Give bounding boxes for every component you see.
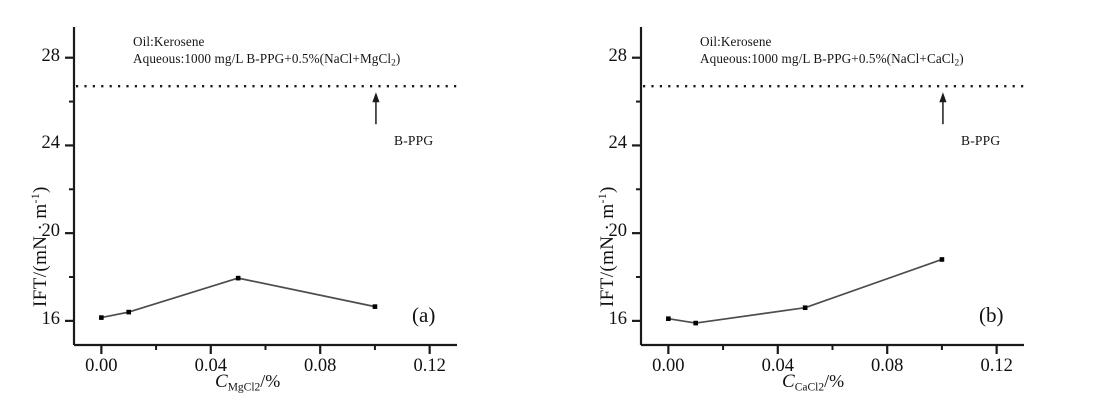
x-tick-label: 0.04 [194, 356, 227, 376]
reference-line-label-b: B-PPG [961, 133, 1001, 148]
data-point-marker [939, 257, 945, 262]
y-axis-label-main-b: IFT/(mN · m [597, 203, 619, 307]
data-point-marker [693, 320, 699, 326]
x-axis-label-sub-b: CaCl2 [794, 381, 825, 394]
data-point-marker [666, 316, 671, 321]
plot-svg-b [632, 27, 1025, 354]
y-tick-label: 24 [608, 133, 628, 154]
panel-tag-a: (a) [412, 303, 436, 327]
annotation-block-b: Oil:Kerosene Aqueous:1000 mg/L B-PPG+0.5… [700, 33, 964, 73]
annotation-line-2-sub-b: 2 [954, 58, 960, 69]
series-line-b [668, 258, 943, 324]
series-line-a [101, 277, 376, 319]
x-tick-label: 0.12 [413, 356, 446, 376]
y-axis-label-b: IFT/(mN · m-1) [597, 186, 619, 307]
chart-panel-a: Oil:Kerosene Aqueous:1000 mg/L B-PPG+0.5… [0, 0, 558, 412]
y-tick-label: 16 [41, 308, 61, 329]
annotation-line-2-sub-a: 2 [391, 58, 396, 69]
x-axis-label-symbol-b: C [782, 371, 795, 392]
x-axis-label-unit-b: /% [824, 371, 845, 391]
reference-arrow-icon-b [939, 92, 947, 125]
data-point-marker [99, 315, 104, 320]
x-axis-label-b: CCaCl2/% [782, 371, 844, 393]
x-axis-ticks-b [667, 345, 998, 354]
series-markers-a [99, 275, 378, 320]
x-tick-label: 0.00 [652, 356, 685, 376]
data-point-marker [235, 275, 241, 281]
annotation-line-2-b: Aqueous:1000 mg/L B-PPG+0.5%(NaCl+CaCl2) [700, 50, 964, 73]
annotation-line-2-post-a: ) [395, 51, 401, 66]
x-tick-label: 0.08 [871, 356, 904, 376]
series-markers-b [666, 257, 945, 326]
axis-spines-a [72, 27, 457, 347]
y-axis-label-main-a: IFT/(mN · m [30, 203, 52, 307]
x-axis-label-unit-a: /% [260, 371, 281, 391]
x-axis-ticks-a [100, 345, 431, 354]
y-tick-label: 16 [608, 308, 628, 329]
annotation-line-1-a: Oil:Kerosene [133, 34, 205, 49]
x-axis-label-sub-a: MgCl2 [227, 381, 261, 394]
y-axis-ticks-b [632, 56, 641, 322]
y-tick-label: 28 [608, 45, 628, 66]
y-axis-ticks-a [65, 56, 74, 322]
data-point-marker [802, 305, 808, 311]
y-tick-label: 20 [41, 221, 61, 242]
data-point-marker [372, 304, 378, 309]
y-axis-label-sup-a: -1 [30, 192, 42, 204]
x-tick-label: 0.04 [761, 356, 794, 376]
panel-tag-b: (b) [979, 303, 1004, 327]
y-tick-label: 28 [41, 45, 61, 66]
data-point-marker [126, 309, 132, 315]
x-tick-label: 0.08 [304, 356, 337, 376]
reference-line-label-a: B-PPG [394, 133, 434, 148]
x-tick-label: 0.12 [980, 356, 1013, 376]
y-tick-label: 24 [41, 133, 61, 154]
annotation-line-2-a: Aqueous:1000 mg/L B-PPG+0.5%(NaCl+MgCl2) [133, 50, 400, 73]
annotation-line-2-pre-b: Aqueous:1000 mg/L B-PPG+0.5%(NaCl+CaCl [700, 51, 955, 66]
x-axis-label-symbol-a: C [215, 371, 228, 392]
x-tick-label: 0.00 [85, 356, 118, 376]
chart-panel-b: Oil:Kerosene Aqueous:1000 mg/L B-PPG+0.5… [559, 0, 1117, 412]
reference-arrow-icon-a [372, 92, 380, 125]
y-axis-label-tail-b: ) [597, 186, 619, 193]
y-axis-label-sup-b: -1 [597, 192, 609, 204]
y-tick-label: 20 [608, 221, 628, 242]
annotation-line-2-pre-a: Aqueous:1000 mg/L B-PPG+0.5%(NaCl+MgCl [133, 51, 392, 66]
y-axis-label-a: IFT/(mN · m-1) [30, 186, 52, 307]
x-axis-label-a: CMgCl2/% [215, 371, 280, 393]
annotation-block-a: Oil:Kerosene Aqueous:1000 mg/L B-PPG+0.5… [133, 33, 400, 73]
annotation-line-2-post-b: ) [959, 51, 964, 66]
y-axis-label-tail-a: ) [30, 186, 52, 193]
annotation-line-1-b: Oil:Kerosene [700, 34, 772, 49]
plot-svg-a [65, 27, 458, 354]
